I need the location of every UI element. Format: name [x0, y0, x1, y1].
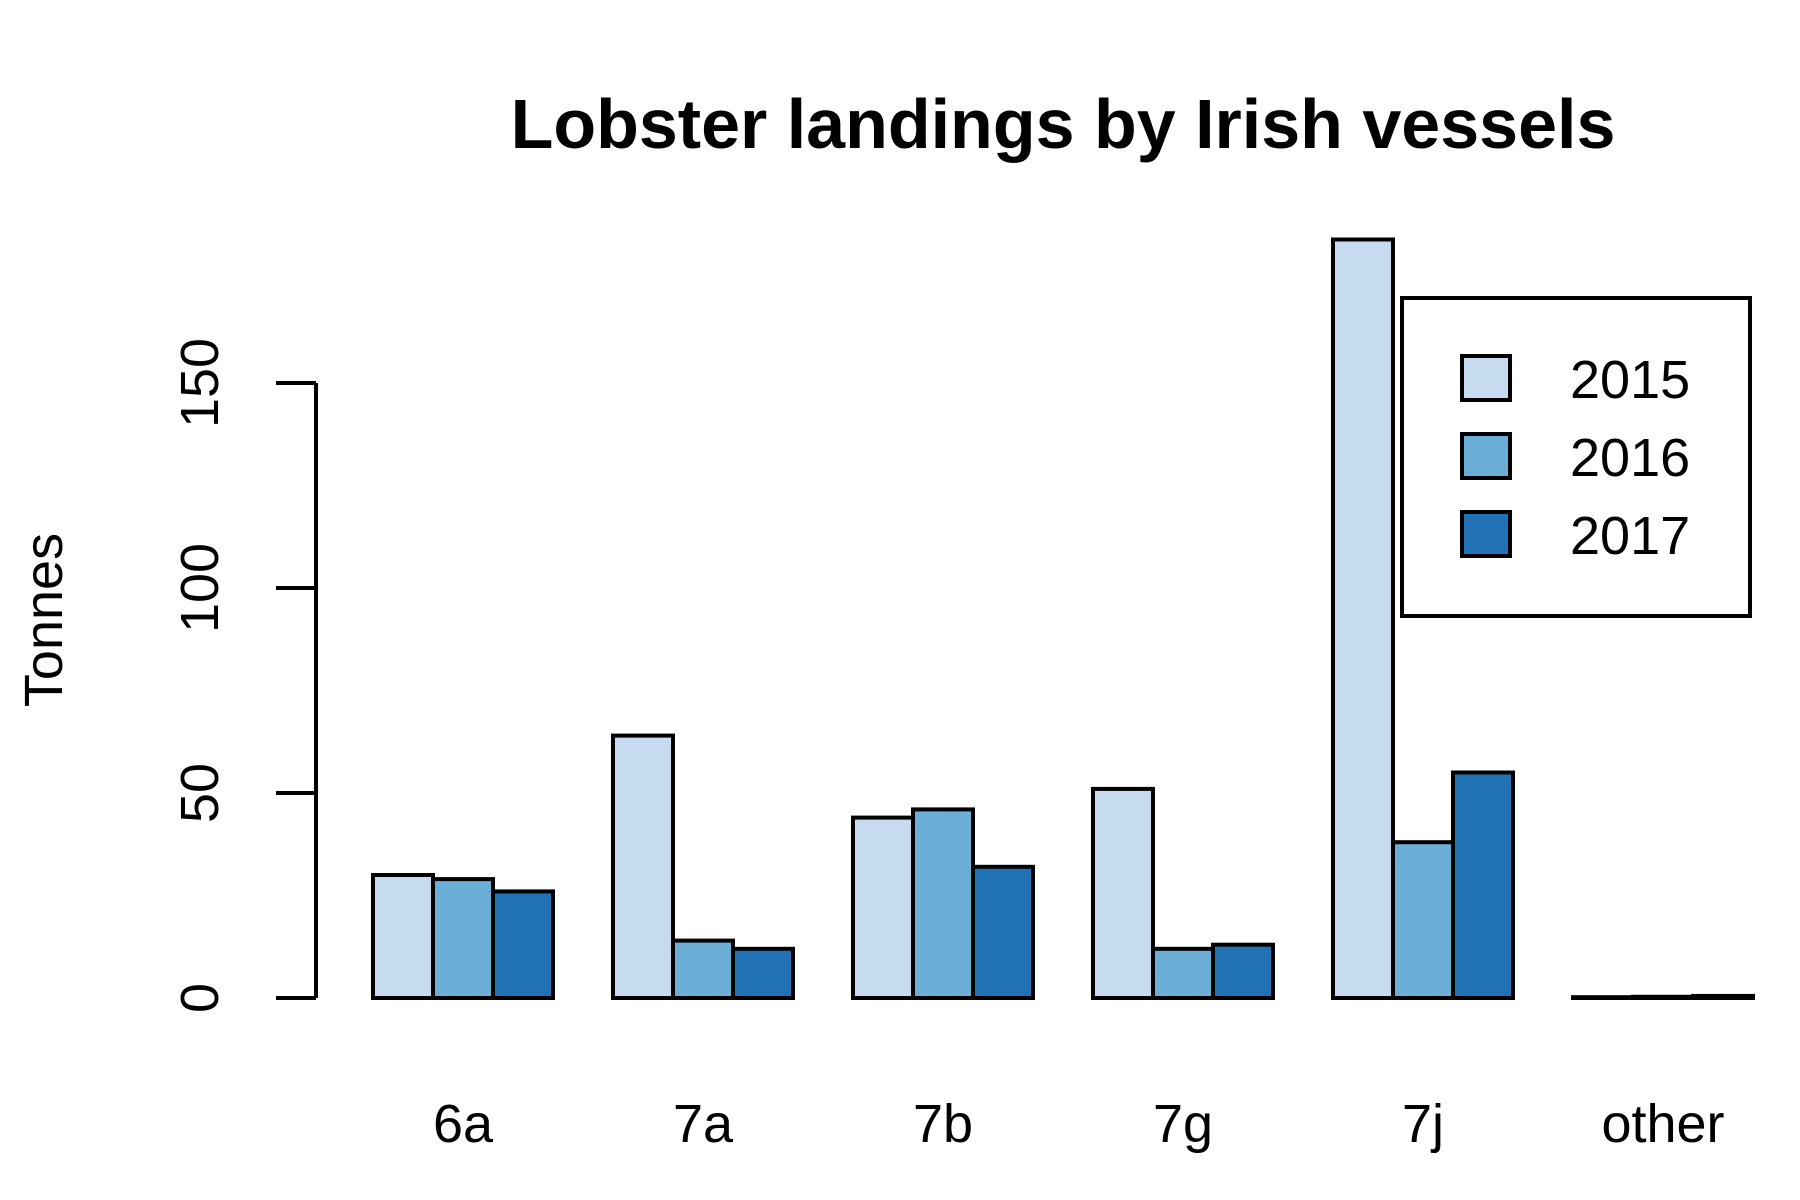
- bar-7a-2016: [671, 938, 735, 1000]
- y-axis: 0 50 100 150: [170, 338, 318, 1013]
- bars: [371, 237, 1755, 1001]
- y-axis-label: Tonnes: [14, 533, 74, 707]
- legend-label-2016: 2016: [1570, 428, 1690, 488]
- bar-7g-2016: [1151, 946, 1215, 1000]
- bar-7g-2015: [1091, 786, 1155, 1001]
- y-tick-label: 50: [170, 763, 230, 823]
- y-tick-label: 150: [170, 338, 230, 428]
- x-tick-label: other: [1601, 1094, 1724, 1154]
- bar-6a-2017: [491, 889, 555, 1001]
- chart-title: Lobster landings by Irish vessels: [511, 85, 1616, 163]
- legend-label-2015: 2015: [1570, 350, 1690, 410]
- y-tick-label: 100: [170, 543, 230, 633]
- x-tick-label: 6a: [433, 1094, 494, 1154]
- bar-7j-2017: [1451, 770, 1515, 1000]
- bar-7a-2015: [611, 733, 675, 1000]
- bar-other-2015: [1571, 995, 1635, 1000]
- legend-swatch-2017: [1460, 510, 1512, 558]
- x-tick-label: 7b: [913, 1094, 973, 1154]
- bar-7b-2015: [851, 815, 915, 1000]
- bar-other-2017: [1691, 993, 1755, 1001]
- x-tick-label: 7g: [1153, 1094, 1213, 1154]
- x-tick-label: 7a: [673, 1094, 734, 1154]
- bar-other-2016: [1631, 994, 1695, 1001]
- bar-6a-2015: [371, 873, 435, 1000]
- bar-7g-2017: [1211, 942, 1275, 1001]
- legend: 2015 2016 2017: [1400, 296, 1752, 618]
- legend-label-2017: 2017: [1570, 506, 1690, 566]
- bar-6a-2016: [431, 877, 495, 1000]
- bar-7a-2017: [731, 946, 795, 1000]
- legend-swatch-2016: [1460, 432, 1512, 480]
- bar-7b-2017: [971, 864, 1035, 1000]
- x-tick-label: 7j: [1402, 1094, 1444, 1154]
- bar-7j-2016: [1391, 840, 1455, 1001]
- bar-7b-2016: [911, 807, 975, 1001]
- y-tick-label: 0: [170, 983, 230, 1013]
- bar-7j-2015: [1331, 237, 1395, 1000]
- x-axis-labels: 6a 7a 7b 7g 7j other: [433, 1094, 1725, 1154]
- legend-swatch-2015: [1460, 354, 1512, 402]
